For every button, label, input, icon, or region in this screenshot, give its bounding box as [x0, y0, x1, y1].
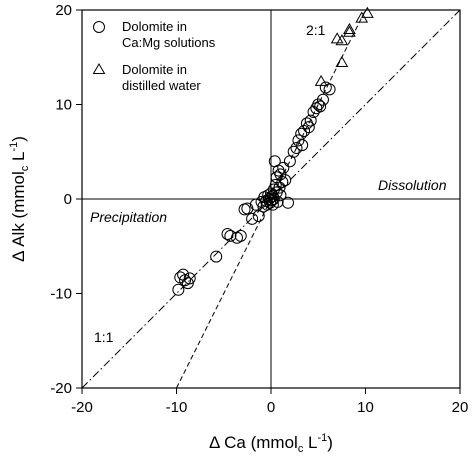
data-point-circle	[298, 124, 311, 137]
data-point-circle	[271, 195, 284, 208]
ratio-label-1-1: 1:1	[94, 329, 114, 345]
data-point-circle	[183, 272, 196, 285]
legend-entry-1-line-1: Dolomite in	[122, 19, 187, 34]
dissolution-label: Dissolution	[378, 177, 447, 193]
data-point-circle	[282, 196, 295, 209]
data-point-circle	[277, 161, 290, 174]
x-tick-label: 0	[267, 399, 275, 416]
legend: Dolomite in Ca:Mg solutions Dolomite in …	[92, 19, 216, 93]
data-point-circle	[316, 93, 329, 106]
ratio-label-2-1: 2:1	[306, 22, 326, 38]
data-point-triangle	[343, 25, 356, 37]
data-point-circle	[279, 174, 292, 187]
y-tick-label: 20	[55, 2, 72, 19]
y-tick-label: 10	[55, 97, 72, 114]
x-axis-label: Δ Ca (mmolc L-1)	[209, 432, 333, 455]
data-point-circle	[273, 181, 286, 194]
y-tick-label: 0	[64, 191, 72, 208]
data-point-circle	[302, 121, 315, 134]
data-point-circle	[246, 212, 259, 225]
data-point-triangle	[314, 74, 328, 86]
data-point-circle	[296, 139, 309, 152]
data-point-triangle	[335, 55, 349, 68]
y-tick-label: -10	[50, 286, 72, 303]
data-point-triangle	[361, 6, 374, 18]
data-point-circle	[269, 178, 282, 191]
legend-entry-2-line-2: distilled water	[122, 78, 201, 93]
data-point-triangle	[330, 32, 344, 44]
data-point-circle	[241, 202, 254, 215]
legend-marker-triangle	[92, 63, 106, 74]
x-axis-ticks: -20 -10 0 10 20	[71, 388, 469, 416]
legend-marker-circle	[93, 21, 105, 33]
data-point-circle	[295, 127, 308, 140]
data-point-circle	[276, 175, 289, 188]
legend-entry-1-line-2: Ca:Mg solutions	[122, 35, 216, 50]
legend-entry-2-line-1: Dolomite in	[122, 62, 187, 77]
data-point-circle	[290, 141, 303, 154]
y-tick-label: -20	[50, 380, 72, 397]
data-point-circle	[323, 83, 336, 96]
data-points	[172, 6, 374, 296]
data-point-circle	[234, 229, 247, 242]
data-point-circle	[304, 114, 317, 127]
data-point-circle	[210, 250, 223, 263]
data-point-circle	[224, 229, 237, 242]
x-tick-label: -10	[166, 399, 188, 416]
data-point-circle	[274, 189, 287, 202]
data-point-circle	[287, 145, 300, 158]
data-point-circle	[264, 196, 277, 209]
data-point-circle	[312, 98, 325, 111]
data-point-triangle	[343, 22, 356, 34]
precipitation-label: Precipitation	[90, 209, 167, 225]
data-point-circle	[267, 193, 280, 205]
y-axis-label: Δ Alk (mmolc L-1)	[8, 136, 31, 262]
x-tick-label: 10	[357, 399, 374, 416]
data-point-circle	[172, 283, 185, 296]
data-point-circle	[314, 100, 327, 113]
y-axis-ticks: -20 -10 0 10 20	[50, 2, 82, 397]
data-point-triangle	[335, 34, 349, 46]
data-point-circle	[252, 210, 265, 223]
x-tick-label: 20	[452, 399, 469, 416]
x-tick-label: -20	[71, 399, 93, 416]
